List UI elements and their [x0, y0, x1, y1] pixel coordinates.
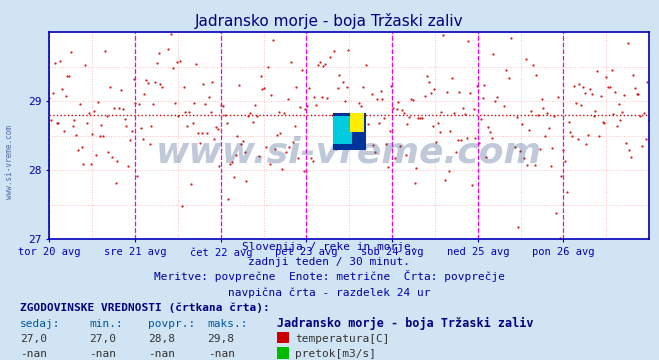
- Text: -nan: -nan: [89, 349, 116, 359]
- Text: Meritve: povprečne  Enote: metrične  Črta: povprečje: Meritve: povprečne Enote: metrične Črta:…: [154, 270, 505, 283]
- Text: sedaj:: sedaj:: [20, 319, 60, 329]
- Text: Jadransko morje - boja Tržaski zaliv: Jadransko morje - boja Tržaski zaliv: [195, 13, 464, 28]
- Text: pretok[m3/s]: pretok[m3/s]: [295, 349, 376, 359]
- Text: 27,0: 27,0: [20, 334, 47, 344]
- Text: temperatura[C]: temperatura[C]: [295, 334, 389, 344]
- Text: www.si-vreme.com: www.si-vreme.com: [156, 135, 542, 170]
- Text: 29,8: 29,8: [208, 334, 235, 344]
- Text: navpična črta - razdelek 24 ur: navpična črta - razdelek 24 ur: [228, 287, 431, 298]
- Text: -nan: -nan: [148, 349, 175, 359]
- Text: -nan: -nan: [20, 349, 47, 359]
- Text: maks.:: maks.:: [208, 319, 248, 329]
- Text: 27,0: 27,0: [89, 334, 116, 344]
- Text: Slovenija / reke in morje.: Slovenija / reke in morje.: [242, 242, 417, 252]
- Text: 28,8: 28,8: [148, 334, 175, 344]
- Text: -nan: -nan: [208, 349, 235, 359]
- Text: ZGODOVINSKE VREDNOSTI (črtkana črta):: ZGODOVINSKE VREDNOSTI (črtkana črta):: [20, 303, 270, 314]
- Bar: [350, 113, 364, 132]
- Bar: [333, 113, 366, 150]
- Bar: [333, 116, 351, 144]
- Text: www.si-vreme.com: www.si-vreme.com: [5, 125, 14, 199]
- Text: povpr.:: povpr.:: [148, 319, 196, 329]
- Text: Jadransko morje - boja Tržaski zaliv: Jadransko morje - boja Tržaski zaliv: [277, 316, 533, 329]
- Text: zadnji teden / 30 minut.: zadnji teden / 30 minut.: [248, 257, 411, 267]
- Text: min.:: min.:: [89, 319, 123, 329]
